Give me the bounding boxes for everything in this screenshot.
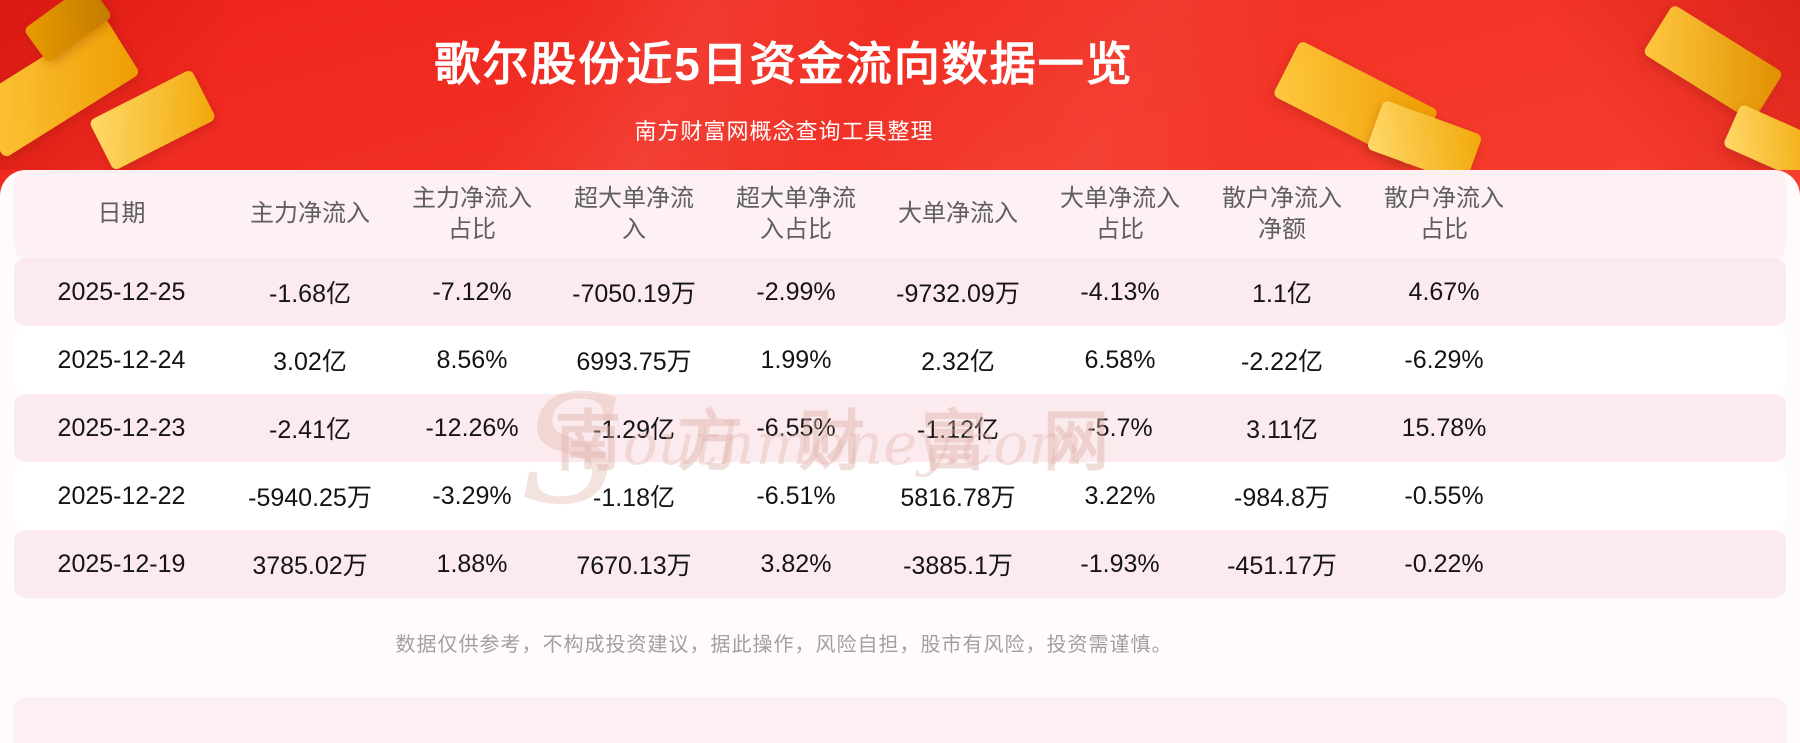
table-row: 2025-12-23 -2.41亿 -12.26% -1.29亿 -6.55% -1.12… <box>14 394 1786 462</box>
value-cell: -9732.09万 <box>896 280 1020 308</box>
column-header: 大单净流入 <box>898 200 1018 228</box>
value-cell: 3785.02万 <box>252 552 368 580</box>
column-header: 大单净流入 占比 <box>1060 184 1180 243</box>
value-cell: -1.29亿 <box>593 416 675 444</box>
value-cell: 6993.75万 <box>576 348 692 376</box>
value-cell: -2.22亿 <box>1241 348 1323 376</box>
column-header: 主力净流入 占比 <box>412 184 532 243</box>
value-cell: -1.68亿 <box>269 280 351 308</box>
value-cell: 6.58% <box>1084 345 1156 374</box>
value-cell: -7050.19万 <box>572 280 696 308</box>
column-header: 超大单净流 入 <box>574 184 694 243</box>
column-header: 日期 <box>97 200 146 228</box>
value-cell: 2.32亿 <box>921 348 995 376</box>
value-cell: -1.12亿 <box>917 416 999 444</box>
column-header: 散户净流入 净额 <box>1222 184 1342 243</box>
value-cell: -3885.1万 <box>903 552 1013 580</box>
value-cell: -2.41亿 <box>269 416 351 444</box>
value-cell: 15.78% <box>1401 413 1487 442</box>
value-cell: -3.29% <box>432 481 512 510</box>
value-cell: -5.7% <box>1087 413 1153 442</box>
table-header-grid: 日期 主力净流入 主力净流入 占比 超大单净流 入超大单净流 入占比 大单净流入 大单净流… <box>14 170 1525 258</box>
value-cell: -7.12% <box>432 277 512 306</box>
value-cell: -1.18亿 <box>593 484 675 512</box>
value-cell: 8.56% <box>436 345 508 374</box>
value-cell: -6.29% <box>1404 345 1484 374</box>
table-row: 2025-12-25 -1.68亿 -7.12% -7050.19万 -2.99% -97… <box>14 258 1786 326</box>
value-cell: 1.99% <box>760 345 832 374</box>
column-header: 散户净流入 占比 <box>1384 184 1504 243</box>
page-subtitle: 南方财富网概念查询工具整理 <box>634 119 934 144</box>
value-cell: 3.82% <box>760 549 832 578</box>
value-cell: -451.17万 <box>1227 552 1337 580</box>
disclaimer: 数据仅供参考，不构成投资建议，据此操作，风险自担，股市有风险，投资需谨慎。 <box>395 634 1173 656</box>
value-cell: 5816.78万 <box>900 484 1016 512</box>
value-cell: -984.8万 <box>1234 484 1330 512</box>
bottom-stripe-decoration <box>14 697 1786 743</box>
value-cell: -5940.25万 <box>248 484 372 512</box>
value-cell: 3.11亿 <box>1246 416 1318 444</box>
value-cell: 1.1亿 <box>1252 280 1312 308</box>
value-cell: -0.55% <box>1404 481 1484 510</box>
table-header-row: 日期 主力净流入 主力净流入 占比 超大单净流 入超大单净流 入占比 大单净流入 大单净流… <box>14 170 1786 258</box>
table-body: 2025-12-25 -1.68亿 -7.12% -7050.19万 -2.99% -97… <box>0 258 1800 598</box>
column-header: 主力净流入 <box>250 200 370 228</box>
date-cell: 2025-12-19 <box>57 549 186 578</box>
date-cell: 2025-12-25 <box>57 277 186 306</box>
table-row: 2025-12-19 3785.02万 1.88% 7670.13万 3.82% -388… <box>14 530 1786 598</box>
date-cell: 2025-12-24 <box>57 345 186 374</box>
value-cell: -6.55% <box>756 413 836 442</box>
column-header: 超大单净流 入占比 <box>736 184 856 243</box>
value-cell: 3.02亿 <box>273 348 347 376</box>
page-title: 歌尔股份近5日资金流向数据一览 <box>434 38 1134 90</box>
table-row: 2025-12-24 3.02亿 8.56% 6993.75万 1.99% 2.32亿 6.… <box>14 326 1786 394</box>
date-cell: 2025-12-22 <box>57 481 186 510</box>
value-cell: 1.88% <box>436 549 508 578</box>
hero-banner: 歌尔股份近5日资金流向数据一览 南方财富网概念查询工具整理 <box>0 0 1800 170</box>
value-cell: 3.22% <box>1084 481 1156 510</box>
value-cell: -2.99% <box>756 277 836 306</box>
value-cell: 7670.13万 <box>576 552 692 580</box>
value-cell: -1.93% <box>1080 549 1160 578</box>
date-cell: 2025-12-23 <box>57 413 186 442</box>
data-card: 南方财富网 Southmoney.com 日期 主力净流入 主力净流入 占比 超大单净… <box>0 170 1800 743</box>
value-cell: 4.67% <box>1408 277 1480 306</box>
value-cell: -0.22% <box>1404 549 1484 578</box>
value-cell: -6.51% <box>756 481 836 510</box>
value-cell: -4.13% <box>1080 277 1160 306</box>
table-row: 2025-12-22 -5940.25万 -3.29% -1.18亿 -6.51% 581… <box>14 462 1786 530</box>
value-cell: -12.26% <box>425 413 519 442</box>
